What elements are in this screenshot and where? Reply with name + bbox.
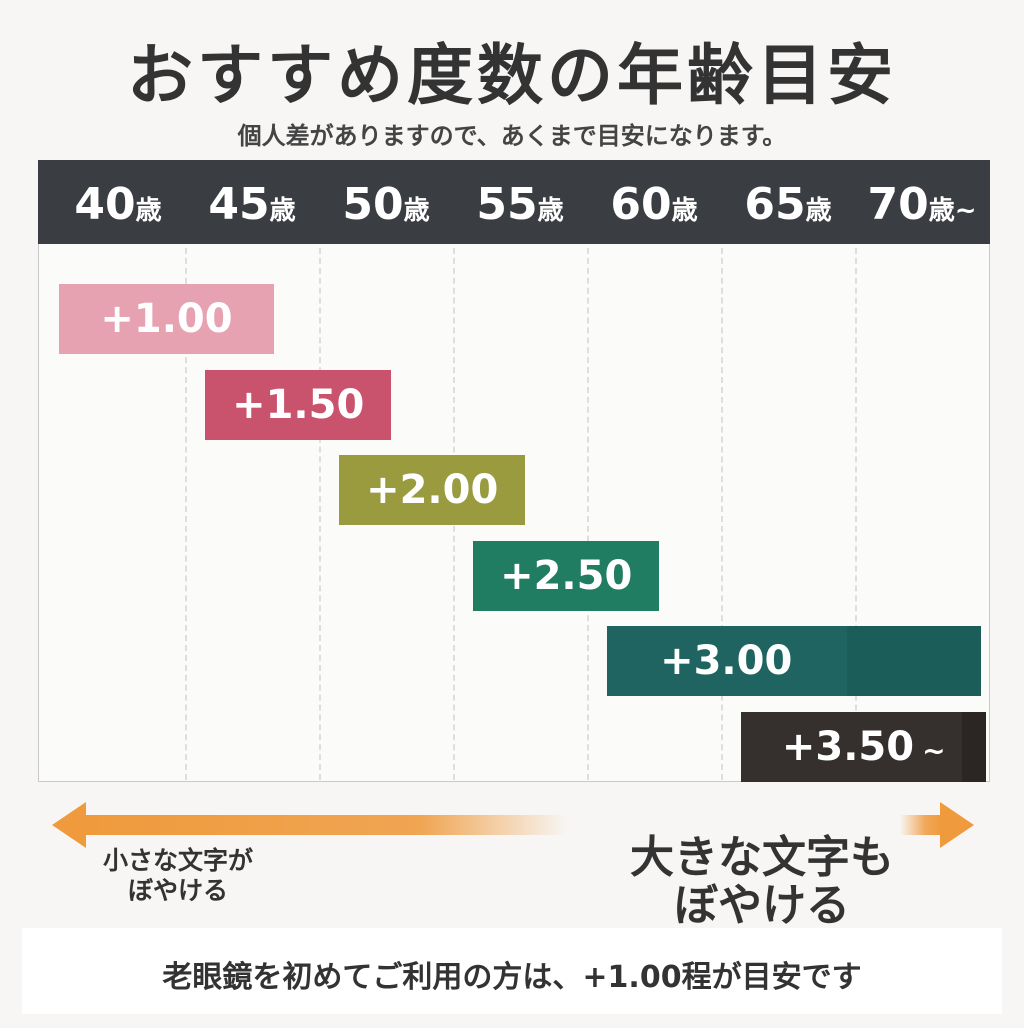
age-number: 45 [208, 179, 270, 230]
gridline [319, 248, 321, 780]
gridline [721, 248, 723, 780]
left-arrow-shaft [78, 815, 568, 835]
note-right-line-2: ぼやける [674, 880, 850, 931]
age-label-40: 40歳 [74, 180, 161, 230]
age-number: 55 [476, 179, 538, 230]
bar-plus-3-00: +3.00 [607, 626, 981, 696]
bar-value-label: +3.50 ~ [781, 723, 946, 770]
age-label-65: 65歳 [744, 180, 831, 230]
age-label-70: 70歳~ [867, 180, 976, 230]
bar-accent [961, 711, 986, 782]
age-header-band [38, 160, 990, 244]
note-left-line-1: 小さな文字が [102, 846, 253, 875]
bar-plus-2-50: +2.50 [473, 540, 659, 611]
age-unit: 歳~ [928, 196, 977, 226]
age-unit: 歳 [269, 196, 296, 226]
age-unit: 歳 [135, 196, 162, 226]
age-label-55: 55歳 [476, 180, 563, 230]
bar-value-label: +1.50 [232, 381, 365, 428]
age-unit: 歳 [805, 196, 832, 226]
age-number: 65 [744, 179, 806, 230]
bar-plus-1-00: +1.00 [59, 284, 274, 354]
age-unit: 歳 [671, 196, 698, 226]
page-subtitle: 個人差がありますので、あくまで目安になります。 [237, 122, 787, 150]
bar-tail-mark: ~ [922, 733, 946, 767]
bar-plus-3-50: +3.50 ~ [741, 711, 986, 782]
footer-box: 老眼鏡を初めてご利用の方は、+1.00程が目安です [22, 928, 1002, 1014]
note-left-line-2: ぼやける [127, 876, 228, 905]
age-label-60: 60歳 [610, 180, 697, 230]
note-small-text-blurry: 小さな文字が ぼやける [78, 846, 278, 906]
left-arrow-icon [52, 802, 86, 848]
bar-accent [846, 626, 981, 696]
right-arrow-shaft [900, 815, 942, 835]
note-right-line-1: 大きな文字も [630, 832, 894, 883]
age-label-50: 50歳 [342, 180, 429, 230]
age-unit: 歳 [403, 196, 430, 226]
bar-value-label: +2.00 [366, 467, 499, 513]
page-title: おすすめ度数の年齢目安 [127, 37, 897, 114]
gridline [185, 248, 187, 780]
footer-text: 老眼鏡を初めてご利用の方は、+1.00程が目安です [162, 960, 862, 995]
age-number: 70 [867, 179, 929, 230]
bar-value-label: +2.50 [500, 552, 633, 599]
gridline [855, 248, 857, 780]
bar-value-label: +1.00 [100, 296, 233, 342]
bar-plus-1-50: +1.50 [205, 369, 391, 440]
note-large-text-blurry: 大きな文字も ぼやける [612, 834, 912, 930]
age-number: 50 [342, 179, 404, 230]
age-number: 60 [610, 179, 672, 230]
bar-plus-2-00: +2.00 [339, 455, 525, 525]
age-label-45: 45歳 [208, 180, 295, 230]
age-number: 40 [74, 179, 136, 230]
age-unit: 歳 [537, 196, 564, 226]
gridline [587, 248, 589, 780]
right-arrow-icon [940, 802, 974, 848]
bar-value-label: +3.00 [660, 638, 793, 684]
